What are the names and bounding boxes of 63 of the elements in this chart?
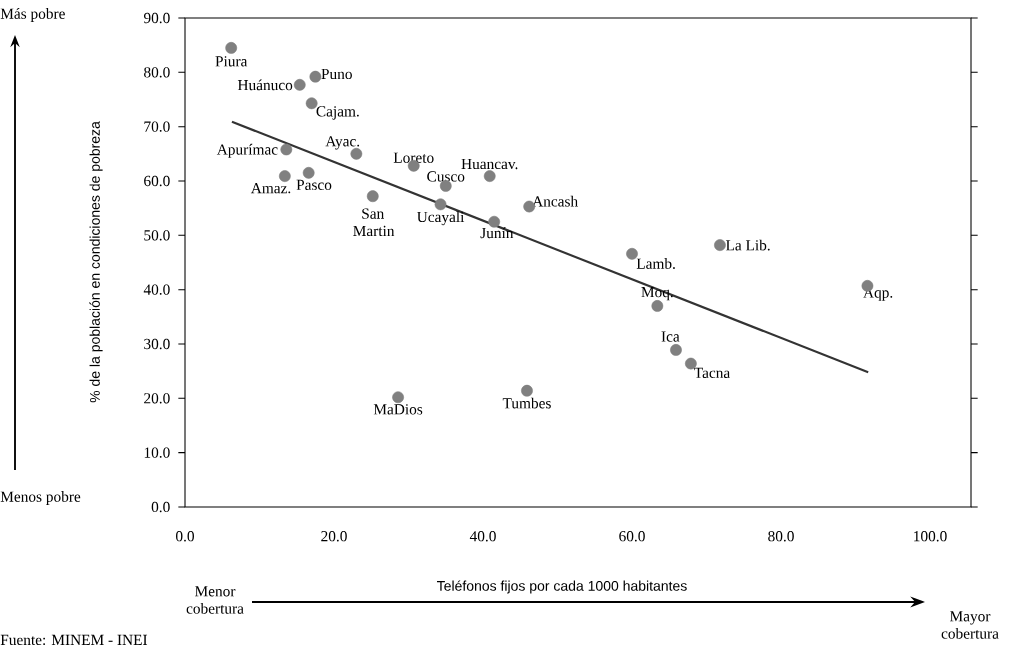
annotation: Apurímac [216, 143, 278, 158]
annotation: Cajam. [316, 106, 359, 120]
point [651, 300, 664, 312]
y-tick-label: 60.0 [144, 175, 170, 187]
point [293, 78, 306, 91]
point [434, 198, 447, 211]
text: Más pobre [0, 8, 65, 22]
point [626, 247, 638, 260]
y-tick-label: 70.0 [144, 121, 170, 132]
x-tick-label: 60.0 [619, 531, 645, 542]
point [714, 239, 726, 251]
y-tick-label: 20.0 [144, 393, 170, 404]
point [483, 170, 496, 182]
annotation: Huánuco [237, 79, 293, 91]
y-axis-title: % de la población en condiciones de pobreza [89, 121, 103, 403]
source-note: Fuente: MINEM - INEI [0, 634, 148, 646]
point [523, 200, 536, 213]
point [366, 190, 379, 203]
annotation: Ayac. [325, 136, 360, 150]
point [278, 170, 291, 182]
annotation: Huancav. [461, 158, 518, 170]
annotation: Pasco [296, 179, 332, 190]
point [309, 70, 322, 83]
y-tick-label: 40.0 [143, 284, 170, 295]
y-tick-label: 80.0 [144, 67, 170, 78]
x-tick-label: 40.0 [469, 531, 496, 542]
text: Menor cobertura [186, 586, 244, 614]
x-tick-label: 100.0 [914, 531, 947, 542]
annotation: Piura [215, 56, 248, 67]
point [521, 384, 533, 397]
point [280, 143, 293, 156]
annotation: Cusco [427, 171, 465, 182]
point [392, 391, 404, 404]
annotation: Ancash [532, 195, 578, 207]
annotation: Tacna [694, 367, 730, 378]
annotation: Ucayali [417, 211, 465, 226]
point [670, 344, 682, 356]
text: Mayor cobertura [941, 611, 999, 639]
annotation: Tumbes [502, 397, 551, 409]
x-tick-label: 0.0 [176, 531, 195, 542]
annotation: Ica [661, 331, 680, 342]
annotation: La Lib. [725, 239, 770, 251]
annotation: San Martin [353, 208, 395, 237]
x-tick-label: 20.0 [321, 531, 347, 542]
y-tick-label: 50.0 [144, 230, 170, 241]
point [305, 97, 318, 110]
x-tick-label: 80.0 [768, 531, 794, 542]
annotation: Lamb. [636, 258, 675, 269]
annotation: Puno [321, 68, 352, 80]
annotation: Loreto [393, 152, 434, 163]
annotation: Junín [480, 227, 514, 239]
point [225, 42, 238, 54]
y-tick-label: 30.0 [144, 338, 170, 350]
x-axis-title: Teléfonos fijos por cada 1000 habitantes [437, 580, 687, 594]
annotation: MaDios [373, 404, 423, 415]
annotation: Amaz. [250, 183, 291, 194]
annotation: Moq. [641, 287, 673, 301]
point [302, 166, 315, 179]
y-tick-label: 0.0 [151, 501, 170, 513]
text: Menos pobre [0, 491, 81, 505]
y-tick-label: 10.0 [144, 447, 170, 458]
y-tick-label: 90.0 [143, 12, 170, 24]
point [488, 215, 501, 228]
